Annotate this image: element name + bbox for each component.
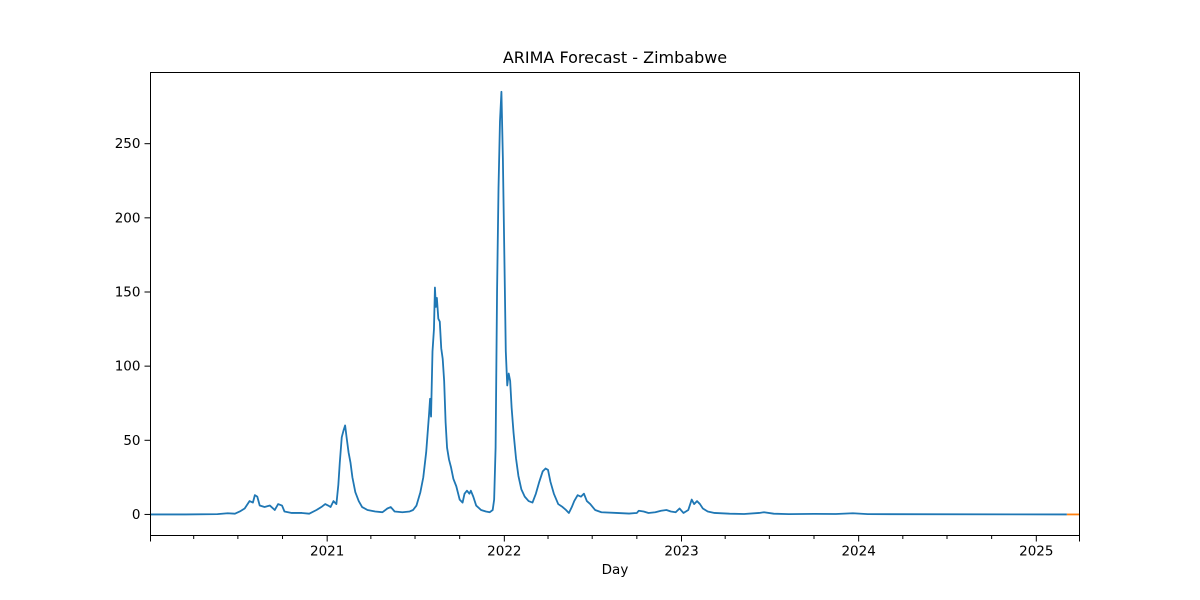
x-tick-label: 2023 — [664, 544, 698, 560]
x-axis-ticks: 2021 2022 2023 2024 2025 — [150, 535, 1080, 560]
y-tick-label: 100 — [115, 359, 141, 375]
history-series-line — [150, 90, 1067, 516]
y-tick-label: 0 — [132, 507, 141, 523]
x-tick-label: 2022 — [487, 544, 521, 560]
y-tick-label: 50 — [123, 433, 140, 449]
x-tick-label: 2025 — [1019, 544, 1053, 560]
chart-title: ARIMA Forecast - Zimbabwe — [503, 48, 727, 67]
x-tick-label: 2024 — [841, 544, 875, 560]
x-tick-label: 2021 — [310, 544, 344, 560]
y-tick-label: 150 — [115, 284, 141, 300]
y-tick-label: 200 — [115, 210, 141, 226]
y-tick-label: 250 — [115, 136, 141, 152]
y-axis-ticks: 0 50 100 150 200 250 — [115, 136, 151, 523]
x-axis-label: Day — [602, 562, 629, 578]
plot-frame — [150, 72, 1080, 536]
series-layer — [150, 90, 1080, 516]
